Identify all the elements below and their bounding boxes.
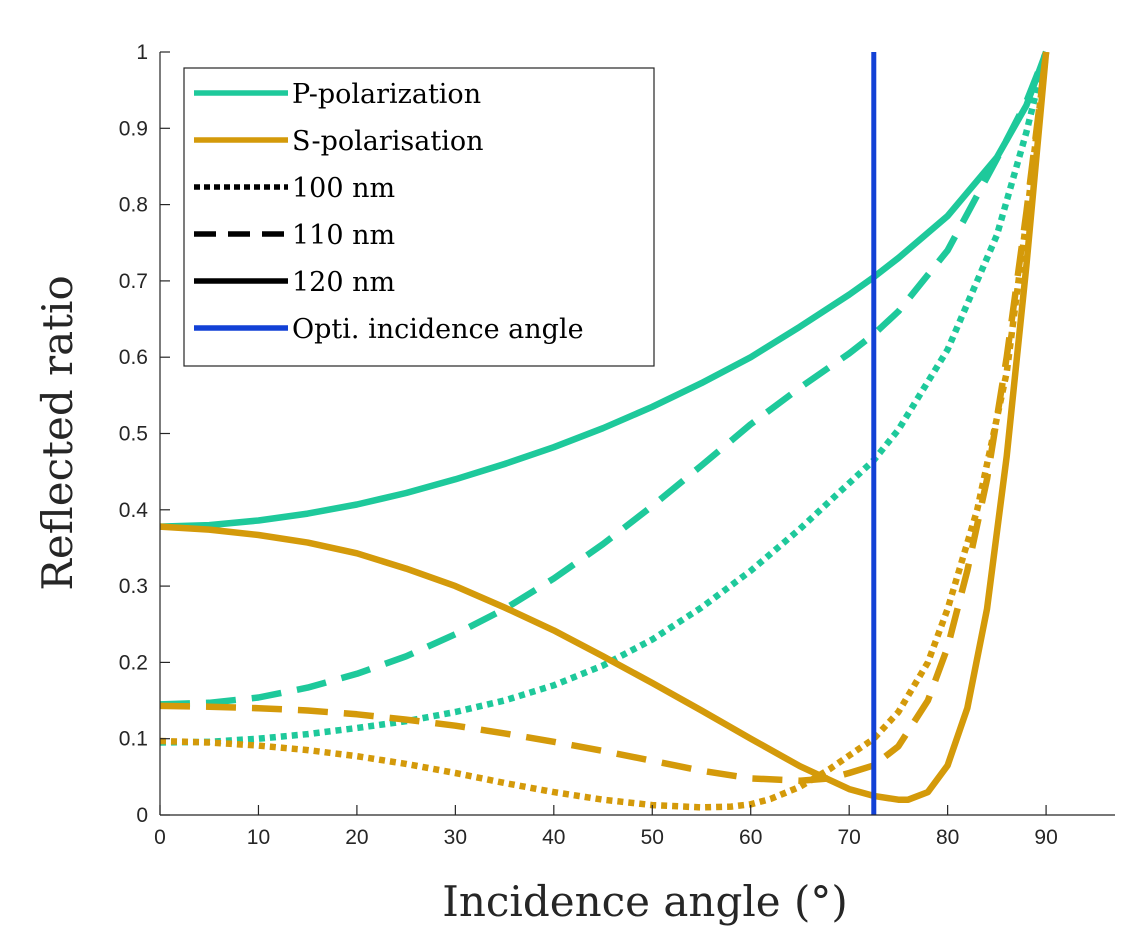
axes-layer: 0 10 20 30 40 50 60 70 80 90 0 0.1 0.2 0.3 0.4 0.5 0.6 0.…: [119, 41, 1115, 849]
legend-label-5: Opti. incidence angle: [292, 314, 584, 345]
y-tick-label: 0.3: [119, 575, 148, 598]
series-line-s-120nm: [159, 51, 1050, 803]
y-tick-label: 0.4: [119, 499, 149, 522]
series-line-s-100nm: [159, 51, 1050, 811]
legend-box: [183, 67, 655, 367]
x-tick-label: 30: [444, 826, 467, 849]
y-tick-label: 0.9: [119, 117, 148, 140]
series-layer: [159, 50, 1050, 811]
x-tick-label: 60: [739, 826, 762, 849]
y-tick-label: 0.2: [119, 651, 148, 674]
x-tick-label: 10: [247, 826, 270, 849]
y-tick-label: 0: [136, 804, 148, 827]
series-line-p-120nm: [159, 50, 1050, 530]
y-tick-label: 0.1: [119, 728, 148, 751]
y-tick-label: 0.8: [119, 194, 148, 217]
y-tick-label: 0.5: [119, 423, 148, 446]
series-line-p-100nm: [159, 51, 1050, 746]
series-line-s-110nm: [159, 51, 1050, 784]
legend-label-2: 100 nm: [292, 173, 395, 204]
x-axis-title: Incidence angle (°): [442, 877, 848, 926]
y-axis-title: Reflected ratio: [33, 275, 82, 591]
x-tick-label: 20: [345, 826, 368, 849]
x-tick-label: 50: [641, 826, 664, 849]
x-tick-label: 40: [542, 826, 565, 849]
legend-label-4: 120 nm: [292, 267, 395, 298]
x-tick-label: 90: [1034, 826, 1057, 849]
x-tick-label: 80: [936, 826, 959, 849]
legend: P-polarization S-polarisation 100 nm 110 nm…: [183, 67, 655, 367]
series-line-p-110nm: [159, 50, 1050, 708]
x-tick-label: 70: [837, 826, 860, 849]
legend-label-3: 110 nm: [292, 220, 395, 251]
x-tick-label: 0: [154, 826, 166, 849]
y-tick-label: 0.7: [119, 270, 148, 293]
y-tick-label: 1: [136, 41, 148, 64]
y-tick-label: 0.6: [119, 346, 148, 369]
legend-label-1: S-polarisation: [292, 126, 484, 157]
legend-label-0: P-polarization: [292, 79, 481, 110]
